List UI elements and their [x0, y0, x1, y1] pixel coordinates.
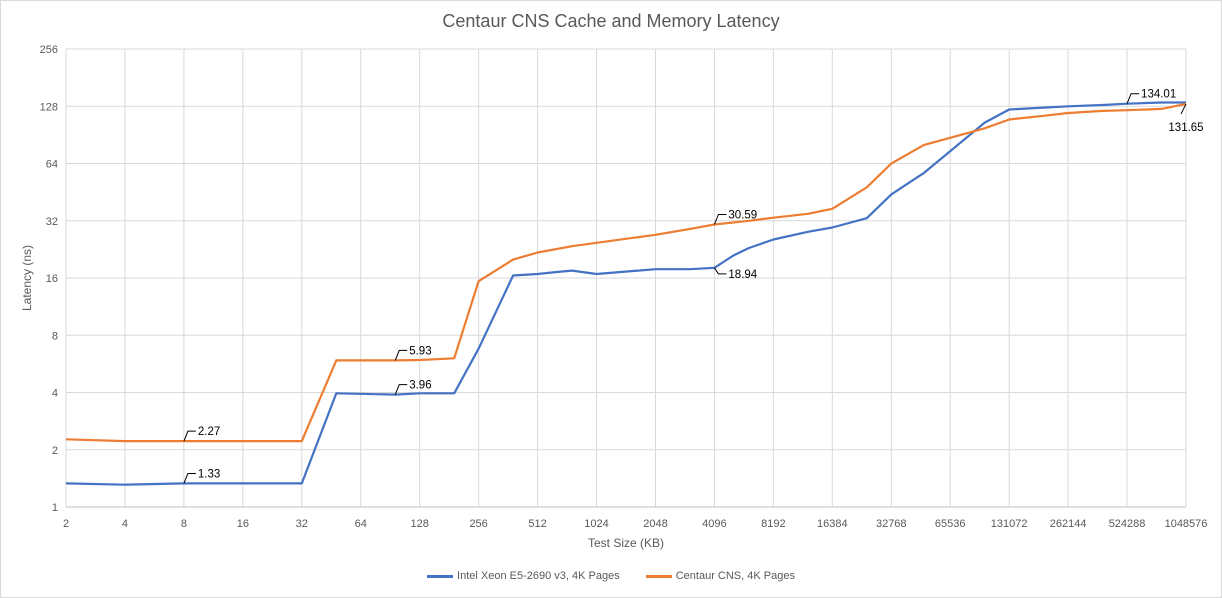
data-label-leader [394, 349, 408, 361]
x-tick-label: 4096 [702, 518, 726, 530]
x-tick-label: 2048 [643, 518, 667, 530]
data-label: 134.01 [1141, 89, 1176, 101]
x-tick-label: 128 [411, 518, 429, 530]
data-label: 18.94 [728, 269, 757, 281]
x-tick-label: 1024 [584, 518, 608, 530]
data-label-leader [183, 430, 196, 442]
y-tick-label: 16 [46, 273, 58, 285]
legend-item-intel: Intel Xeon E5-2690 v3, 4K Pages [427, 570, 620, 582]
data-label: 5.93 [409, 345, 431, 357]
y-tick-label: 64 [46, 159, 58, 171]
data-label: 1.33 [198, 468, 220, 480]
x-tick-label: 256 [469, 518, 487, 530]
x-tick-label: 65536 [935, 518, 966, 530]
legend-item-centaur: Centaur CNS, 4K Pages [645, 570, 795, 582]
data-label-leader [713, 213, 727, 225]
x-tick-label: 512 [528, 518, 546, 530]
data-label-leader [1126, 93, 1140, 104]
data-label: 3.96 [409, 380, 431, 392]
legend-swatch-intel [427, 574, 454, 578]
x-tick-label: 8192 [761, 518, 785, 530]
data-label: 2.27 [198, 426, 220, 438]
data-label-leader [1180, 103, 1187, 115]
x-tick-labels: 2 4 8 16 32 64 128 256 512 1024 2048 4096 8192 16384 3… [63, 518, 1207, 530]
legend-label-intel: Intel Xeon E5-2690 v3, 4K Pages [457, 570, 620, 582]
data-label-leader [714, 267, 727, 275]
x-tick-label: 16 [237, 518, 249, 530]
y-tick-label: 1 [52, 502, 58, 514]
x-tick-label: 32 [296, 518, 308, 530]
series-lines [65, 101, 1187, 486]
legend-swatch-centaur [645, 574, 672, 578]
y-axis-label: Latency (ns) [20, 245, 34, 311]
series-line-centaur [65, 102, 1187, 443]
y-tick-label: 256 [40, 44, 58, 56]
data-label-leader [394, 384, 408, 395]
x-tick-label: 2 [63, 518, 69, 530]
y-tick-label: 2 [52, 445, 58, 457]
legend-label-centaur: Centaur CNS, 4K Pages [675, 570, 795, 582]
x-tick-label: 8 [181, 518, 187, 530]
x-axis-label: Test Size (KB) [588, 536, 664, 550]
series-line-intel [65, 101, 1186, 486]
x-tick-label: 262144 [1050, 518, 1087, 530]
gridlines [65, 48, 1187, 508]
data-label-leader [183, 472, 196, 484]
legend: Intel Xeon E5-2690 v3, 4K Pages Centaur … [0, 570, 1222, 582]
x-tick-label: 32768 [876, 518, 907, 530]
data-label: 30.59 [728, 209, 757, 221]
x-tick-label: 64 [355, 518, 367, 530]
x-tick-label: 16384 [817, 518, 848, 530]
data-labels: 2.27 1.33 5.93 3.96 30.59 18.94 134.01 131.65 [183, 89, 1204, 484]
x-tick-label: 4 [122, 518, 128, 530]
y-tick-labels: 1 2 4 8 16 32 64 128 256 [40, 44, 58, 514]
x-tick-label: 524288 [1109, 518, 1146, 530]
x-tick-label: 131072 [991, 518, 1028, 530]
y-tick-label: 128 [40, 101, 58, 113]
x-tick-label: 1048576 [1165, 518, 1208, 530]
chart-title: Centaur CNS Cache and Memory Latency [442, 11, 780, 31]
y-tick-label: 32 [46, 216, 58, 228]
data-label: 131.65 [1168, 122, 1203, 134]
y-tick-label: 4 [52, 388, 58, 400]
y-tick-label: 8 [52, 330, 58, 342]
